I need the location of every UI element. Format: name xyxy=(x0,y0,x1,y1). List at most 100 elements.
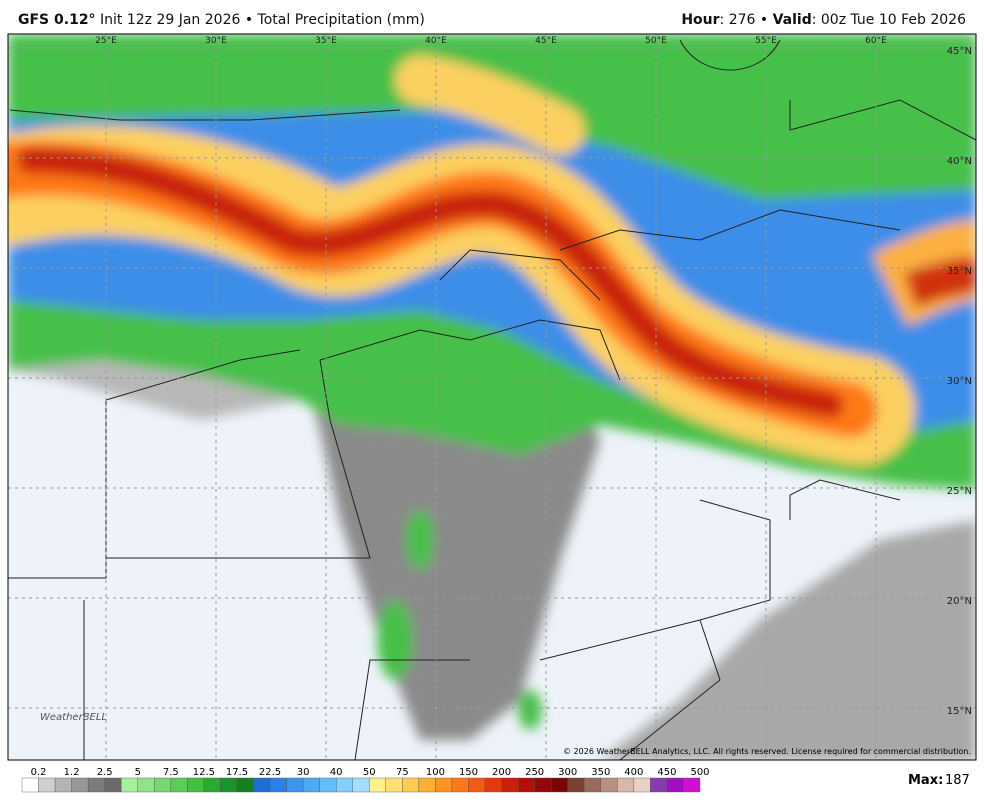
colorbar-label: 17.5 xyxy=(226,767,248,778)
precip xyxy=(8,34,976,760)
colorbar-swatch xyxy=(38,777,56,793)
hour-label: Hour xyxy=(681,12,720,28)
gray-area xyxy=(600,520,976,760)
header-left: GFS 0.12° Init 12z 29 Jan 2026 • Total P… xyxy=(18,12,425,28)
colorbar-swatch xyxy=(286,777,304,793)
colorbar-swatch xyxy=(269,777,287,793)
green-spot xyxy=(518,690,542,730)
lon-label: 50°E xyxy=(645,36,667,46)
lat-label: 25°N xyxy=(947,486,972,497)
colorbar-swatch xyxy=(104,777,122,793)
map-field xyxy=(8,34,976,760)
colorbar-swatch xyxy=(666,777,684,793)
colorbar-swatch xyxy=(683,777,701,793)
colorbar-swatch xyxy=(617,777,635,793)
valid-value: : 00z Tue 10 Feb 2026 xyxy=(811,12,966,28)
colorbar-swatch xyxy=(484,777,502,793)
colorbar-label: 450 xyxy=(657,767,676,778)
lon-label: 55°E xyxy=(755,36,777,46)
colorbar-label: 5 xyxy=(135,767,141,778)
colorbar: 0.2 1.2 2.5 5 7.5 12.5 17.5 22.5 30 40 50 75 100 150 2… xyxy=(21,767,710,793)
header: GFS 0.12° Init 12z 29 Jan 2026 • Total P… xyxy=(18,12,966,32)
colorbar-swatch xyxy=(600,777,618,793)
colorbar-label: 30 xyxy=(297,767,310,778)
colorbar-swatch xyxy=(369,777,387,793)
colorbar-swatch xyxy=(650,777,668,793)
lon-label: 30°E xyxy=(205,36,227,46)
colorbar-label: 22.5 xyxy=(259,767,281,778)
lat-label: 40°N xyxy=(947,156,972,167)
colorbar-swatch xyxy=(21,777,39,793)
lat-label: 15°N xyxy=(947,706,972,717)
colorbar-swatch xyxy=(170,777,188,793)
max-value: 187 xyxy=(945,773,970,788)
lon-label: 35°E xyxy=(315,36,337,46)
graticule xyxy=(8,34,976,760)
lon-label: 25°E xyxy=(95,36,117,46)
gray-area xyxy=(300,360,600,740)
lat-label: 30°N xyxy=(947,376,972,387)
colorbar-label: 200 xyxy=(492,767,511,778)
colorbar-swatch xyxy=(54,777,72,793)
green-spot xyxy=(377,600,413,680)
green-spot xyxy=(406,510,434,570)
lat-label: 20°N xyxy=(947,596,972,607)
hour-value: : 276 • xyxy=(719,12,773,28)
colorbar-label: 100 xyxy=(426,767,445,778)
lat-label: 35°N xyxy=(947,266,972,277)
colorbar-label: 500 xyxy=(690,767,709,778)
colorbar-label: 1.2 xyxy=(64,767,80,778)
colorbar-label: 0.2 xyxy=(31,767,47,778)
colorbar-label: 12.5 xyxy=(193,767,215,778)
colorbar-swatch xyxy=(121,777,138,793)
lon-label: 40°E xyxy=(425,36,447,46)
colorbar-swatch xyxy=(253,777,271,793)
red-band xyxy=(904,257,976,308)
colorbar-swatch xyxy=(550,777,568,793)
colorbar-label: 50 xyxy=(363,767,376,778)
colorbar-swatch xyxy=(468,777,486,793)
borders xyxy=(8,39,976,760)
lon-label: 60°E xyxy=(865,36,887,46)
header-right: Hour: 276 • Valid: 00z Tue 10 Feb 2026 xyxy=(681,12,966,28)
colorbar-label: 40 xyxy=(330,767,343,778)
colorbar-swatch xyxy=(87,777,105,793)
colorbar-label: 2.5 xyxy=(97,767,113,778)
colorbar-swatch xyxy=(501,777,519,793)
colorbar-label: 75 xyxy=(396,767,409,778)
colorbar-swatch xyxy=(451,777,469,793)
colorbar-label: 400 xyxy=(624,767,643,778)
lon-label: 45°E xyxy=(535,36,557,46)
colorbar-label: 300 xyxy=(558,767,577,778)
colorbar-swatch xyxy=(187,777,205,793)
colorbar-swatch xyxy=(203,777,221,793)
copyright: © 2026 WeatherBELL Analytics, LLC. All r… xyxy=(563,747,971,756)
colorbar-swatch xyxy=(335,777,353,793)
model: GFS 0.12° xyxy=(18,12,96,28)
colorbar-swatch xyxy=(567,777,585,793)
valid-label: Valid xyxy=(772,12,812,28)
colorbar-swatch xyxy=(385,777,403,793)
colorbar-label: 150 xyxy=(459,767,478,778)
colorbar-swatch xyxy=(517,777,535,793)
colorbar-swatch xyxy=(236,777,254,793)
lat-label: 45°N xyxy=(947,46,972,57)
colorbar-swatch xyxy=(633,777,651,793)
colorbar-swatch xyxy=(402,777,420,793)
colorbar-swatch xyxy=(319,777,337,793)
red-band xyxy=(17,147,843,418)
description: Init 12z 29 Jan 2026 • Total Precipitati… xyxy=(100,12,425,28)
yellow-band xyxy=(395,55,585,155)
colorbar-swatch xyxy=(137,777,155,793)
logo: WeatherBELL xyxy=(40,712,107,723)
colorbar-swatch xyxy=(352,777,370,793)
map-frame xyxy=(7,33,977,761)
colorbar-swatch xyxy=(534,777,552,793)
colorbar-swatch xyxy=(302,777,320,793)
colorbar-label: 7.5 xyxy=(163,767,179,778)
max-label: Max: xyxy=(908,773,943,788)
colorbar-swatch xyxy=(435,777,453,793)
colorbar-swatch xyxy=(71,777,89,793)
